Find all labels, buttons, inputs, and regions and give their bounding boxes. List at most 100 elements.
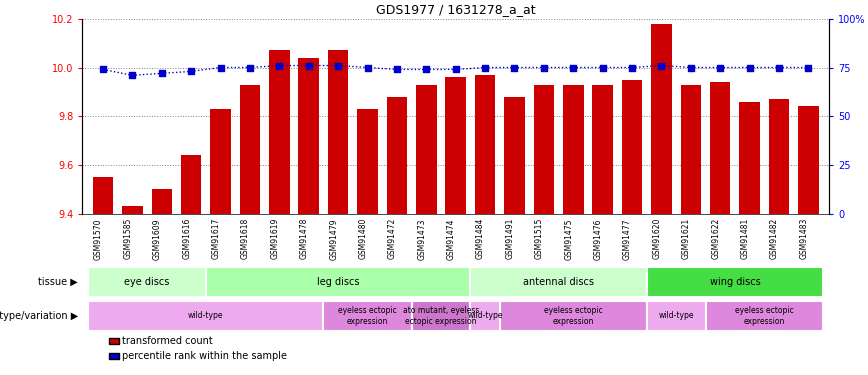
Point — [801, 64, 815, 70]
Point — [743, 64, 757, 70]
Point — [566, 64, 580, 70]
Text: GSM91479: GSM91479 — [329, 218, 339, 259]
Point — [654, 63, 668, 69]
Point — [449, 66, 463, 72]
Text: GSM91491: GSM91491 — [505, 218, 515, 259]
Bar — [411, 301, 470, 331]
Bar — [534, 85, 554, 214]
Text: GSM91476: GSM91476 — [594, 218, 602, 259]
Point — [419, 66, 433, 72]
Point — [96, 66, 110, 72]
Bar — [621, 80, 642, 214]
Text: GSM91515: GSM91515 — [535, 218, 544, 259]
Bar — [651, 24, 672, 214]
Point — [625, 64, 639, 70]
Text: GSM91472: GSM91472 — [388, 218, 397, 259]
Text: GSM91585: GSM91585 — [123, 218, 133, 259]
Bar — [240, 85, 260, 214]
Text: GSM91484: GSM91484 — [476, 218, 485, 259]
Point — [595, 64, 609, 70]
Text: eye discs: eye discs — [124, 277, 170, 287]
Text: genotype/variation ▶: genotype/variation ▶ — [0, 311, 78, 321]
Bar — [152, 189, 172, 214]
Point — [684, 64, 698, 70]
Text: ato mutant, eyeless
ectopic expression: ato mutant, eyeless ectopic expression — [403, 306, 479, 326]
Bar — [122, 207, 142, 214]
Text: GSM91618: GSM91618 — [241, 218, 250, 259]
Bar — [706, 301, 823, 331]
Point — [537, 64, 551, 70]
Text: GSM91621: GSM91621 — [681, 218, 691, 259]
Bar — [445, 77, 466, 214]
Text: GSM91620: GSM91620 — [653, 218, 661, 259]
Text: GSM91622: GSM91622 — [711, 218, 720, 259]
Text: tissue ▶: tissue ▶ — [38, 277, 78, 287]
Bar — [470, 267, 647, 297]
Bar — [89, 267, 206, 297]
Bar — [89, 301, 324, 331]
Bar — [416, 85, 437, 214]
Text: GSM91480: GSM91480 — [358, 218, 367, 259]
Point — [360, 64, 374, 70]
Point — [273, 63, 286, 69]
Bar — [386, 97, 407, 214]
Bar — [710, 82, 731, 214]
Point — [243, 64, 257, 70]
Point — [126, 72, 140, 78]
Point — [214, 64, 227, 70]
Point — [302, 63, 316, 69]
Text: GSM91570: GSM91570 — [94, 218, 103, 259]
Title: GDS1977 / 1631278_a_at: GDS1977 / 1631278_a_at — [376, 3, 536, 16]
Bar — [592, 85, 613, 214]
Point — [155, 70, 168, 76]
Bar — [269, 50, 290, 214]
Bar — [324, 301, 411, 331]
Text: wild-type: wild-type — [467, 311, 503, 320]
Bar — [328, 50, 348, 214]
Text: wing discs: wing discs — [709, 277, 760, 287]
Text: GSM91475: GSM91475 — [564, 218, 573, 259]
Point — [478, 64, 492, 70]
Text: GSM91482: GSM91482 — [770, 218, 779, 259]
Bar — [299, 58, 319, 214]
Text: wild-type: wild-type — [188, 311, 224, 320]
Bar — [206, 267, 470, 297]
Text: GSM91481: GSM91481 — [740, 218, 750, 259]
Text: GSM91477: GSM91477 — [623, 218, 632, 259]
Text: antennal discs: antennal discs — [523, 277, 594, 287]
Text: GSM91473: GSM91473 — [418, 218, 426, 259]
Point — [508, 64, 522, 70]
Bar — [798, 106, 819, 214]
Text: eyeless ectopic
expression: eyeless ectopic expression — [339, 306, 397, 326]
Point — [184, 68, 198, 74]
Bar — [93, 177, 114, 214]
Text: transformed count: transformed count — [122, 336, 213, 346]
Bar — [470, 301, 500, 331]
Bar — [181, 155, 201, 214]
Text: GSM91478: GSM91478 — [299, 218, 309, 259]
Bar — [500, 301, 647, 331]
Bar — [647, 301, 706, 331]
Bar — [769, 99, 789, 214]
Bar — [740, 102, 760, 214]
Point — [772, 64, 786, 70]
Point — [713, 64, 727, 70]
Text: eyeless ectopic
expression: eyeless ectopic expression — [735, 306, 793, 326]
Bar — [647, 267, 823, 297]
Text: wild-type: wild-type — [658, 311, 694, 320]
Bar — [475, 75, 496, 214]
Text: GSM91609: GSM91609 — [153, 218, 161, 259]
Text: eyeless ectopic
expression: eyeless ectopic expression — [544, 306, 602, 326]
Text: GSM91483: GSM91483 — [799, 218, 808, 259]
Text: percentile rank within the sample: percentile rank within the sample — [122, 351, 286, 361]
Bar — [504, 97, 525, 214]
Bar — [210, 109, 231, 214]
Text: GSM91619: GSM91619 — [270, 218, 279, 259]
Text: GSM91617: GSM91617 — [212, 218, 220, 259]
Bar — [681, 85, 701, 214]
Bar — [563, 85, 583, 214]
Point — [390, 66, 404, 72]
Bar — [358, 109, 378, 214]
Text: GSM91474: GSM91474 — [447, 218, 456, 259]
Text: leg discs: leg discs — [317, 277, 359, 287]
